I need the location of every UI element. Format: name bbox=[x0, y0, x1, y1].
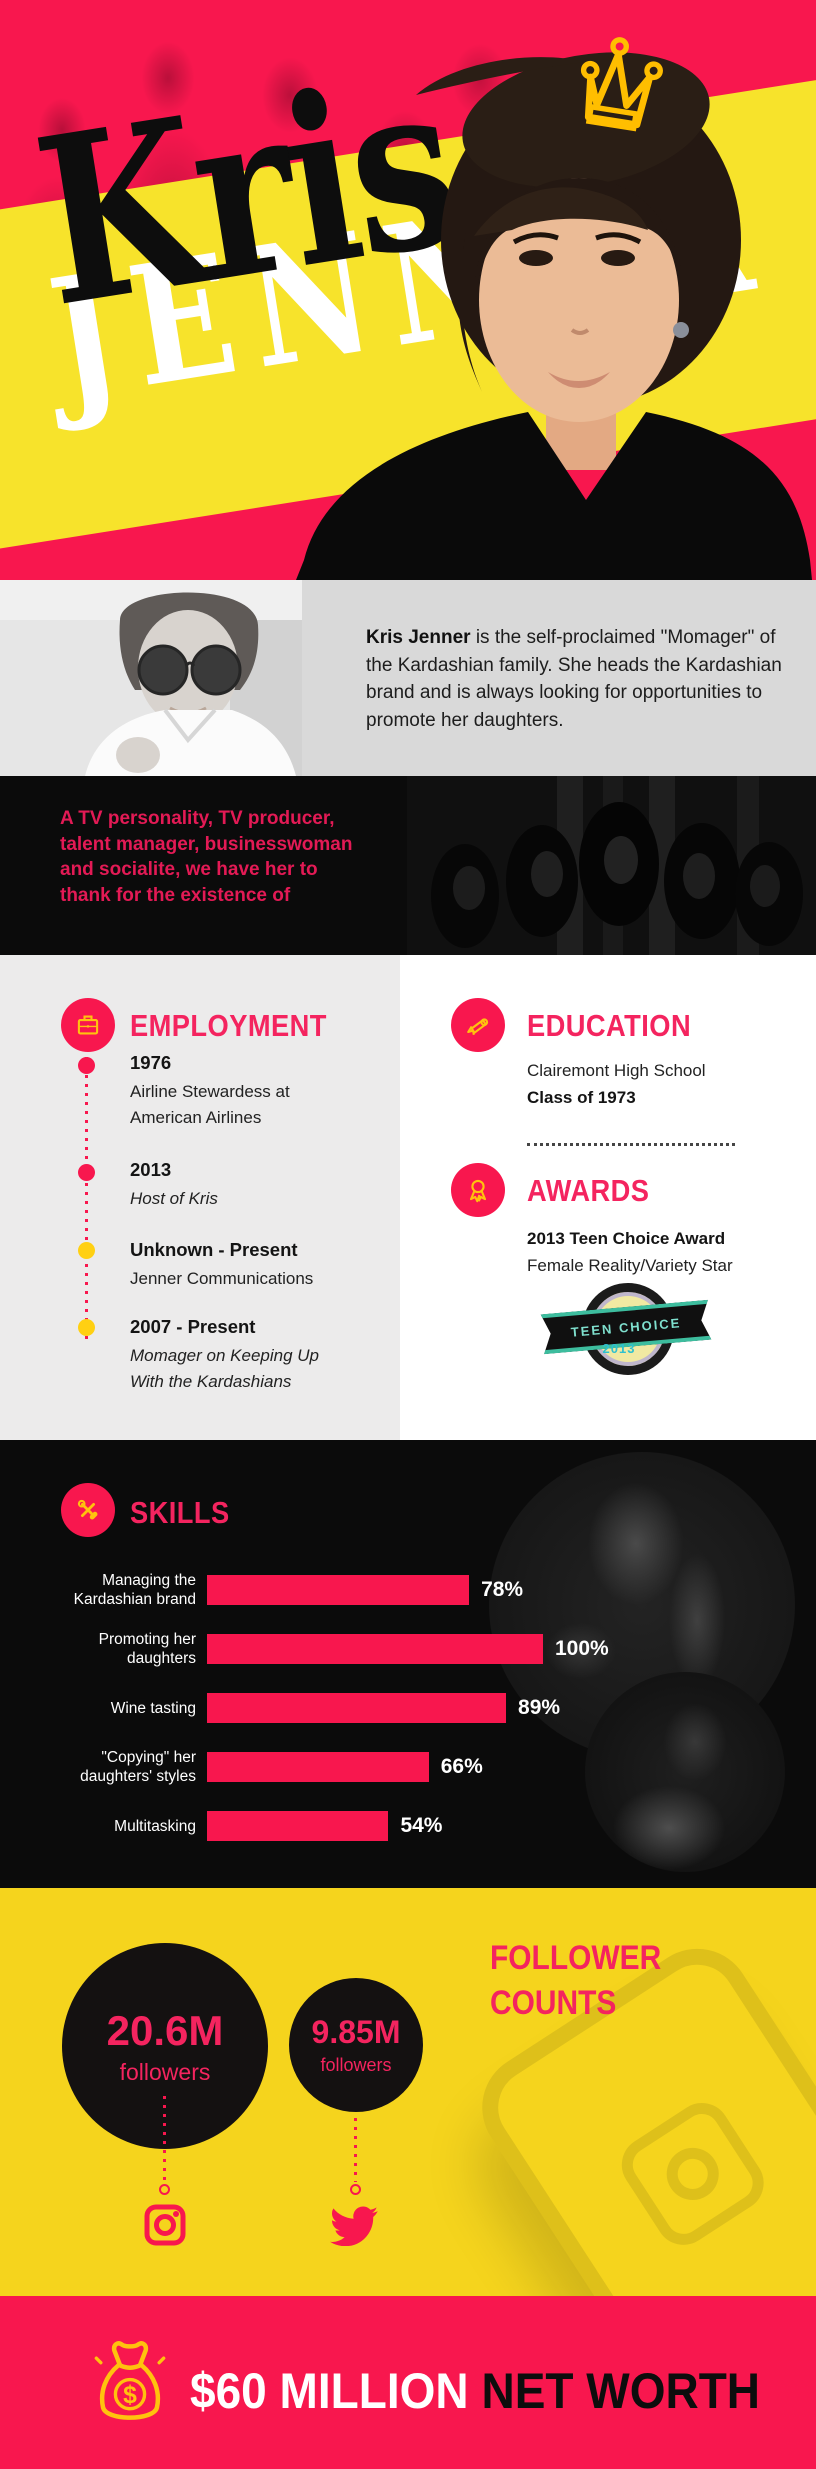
crossed-tools-icon bbox=[61, 1483, 115, 1537]
entry-period: 1976 bbox=[130, 1052, 172, 1073]
net-worth-amount: $60 MILLION bbox=[190, 2363, 469, 2419]
employment-entry: 2013 Host of Kris bbox=[130, 1159, 380, 1212]
hero-section: JENNER Kris bbox=[0, 0, 816, 580]
education-class: Class of 1973 bbox=[527, 1088, 636, 1107]
money-bag-icon: $ bbox=[94, 2338, 166, 2435]
awards-heading: AWARDS bbox=[527, 1173, 650, 1208]
followers-section: FOLLOWER COUNTS 20.6M followers 9.85M fo… bbox=[0, 1888, 816, 2296]
skill-bar-track: 100% bbox=[207, 1634, 609, 1664]
bio-name: Kris Jenner bbox=[366, 627, 471, 648]
kris-jenner-portrait bbox=[296, 0, 816, 580]
kris-sunglasses-photo bbox=[0, 580, 302, 776]
timeline-dot bbox=[78, 1164, 95, 1181]
skill-bar bbox=[207, 1811, 389, 1841]
skill-label: Wine tasting bbox=[110, 1699, 196, 1717]
badge-text: TEEN CHOICE bbox=[570, 1314, 682, 1340]
entry-role: Airline Stewardess at bbox=[130, 1082, 290, 1101]
skill-label: Managing the Kardashian brand bbox=[73, 1572, 196, 1608]
net-worth-text: $60 MILLION NET WORTH bbox=[190, 2362, 760, 2420]
skill-label: Multitasking bbox=[114, 1817, 196, 1835]
skills-heading: SKILLS bbox=[130, 1495, 230, 1530]
instagram-followers-circle: 20.6M followers bbox=[62, 1943, 268, 2149]
briefcase-icon bbox=[61, 998, 115, 1052]
net-worth-section: $ $60 MILLION NET WORTH bbox=[0, 2296, 816, 2469]
dotted-divider bbox=[527, 1143, 735, 1146]
badge-year: 2013 bbox=[602, 1341, 636, 1356]
skill-bar-track: 54% bbox=[207, 1811, 543, 1841]
skill-row: Promoting her daughters 100% bbox=[0, 1630, 609, 1668]
bio-body: is the self-proclaimed "Momager" of the … bbox=[366, 627, 782, 731]
dotted-connector bbox=[163, 2096, 166, 2182]
employment-entry: 1976 Airline Stewardess at American Airl… bbox=[130, 1052, 380, 1131]
skill-label: "Copying" her daughters' styles bbox=[80, 1749, 196, 1785]
diploma-icon bbox=[451, 998, 505, 1052]
entry-role: Jenner Communications bbox=[130, 1269, 314, 1288]
entry-role: American Airlines bbox=[130, 1108, 262, 1127]
entry-role: Momager on Keeping Up bbox=[130, 1346, 320, 1365]
skills-section: SKILLS Managing the Kardashian brand 78% … bbox=[0, 1440, 816, 1888]
follower-label: followers bbox=[119, 2058, 211, 2085]
net-worth-label: NET WORTH bbox=[481, 2363, 761, 2419]
skill-bar bbox=[207, 1693, 507, 1723]
quote-section: A TV personality, TV producer, talent ma… bbox=[0, 776, 816, 955]
skill-bar bbox=[207, 1575, 470, 1605]
instagram-icon bbox=[144, 2204, 186, 2251]
award-subtitle: Female Reality/Variety Star bbox=[527, 1256, 733, 1275]
timeline-line bbox=[85, 1057, 88, 1340]
skill-percent: 100% bbox=[555, 1637, 609, 1660]
kris-drinking-photo bbox=[585, 1672, 785, 1872]
education-school: Clairemont High School bbox=[527, 1061, 706, 1080]
skill-row: Wine tasting 89% bbox=[0, 1689, 560, 1727]
twitter-bird-icon bbox=[330, 2206, 378, 2251]
skill-row: "Copying" her daughters' styles 66% bbox=[0, 1748, 543, 1786]
entry-role: Host of Kris bbox=[130, 1189, 218, 1208]
entry-period: Unknown - Present bbox=[130, 1239, 298, 1260]
timeline-dot bbox=[78, 1242, 95, 1259]
skill-bar-track: 89% bbox=[207, 1693, 560, 1723]
dotted-connector bbox=[354, 2118, 357, 2182]
skill-percent: 66% bbox=[440, 1755, 483, 1778]
instagram-outline-icon bbox=[611, 2092, 775, 2256]
follower-count: 9.85M bbox=[311, 2014, 401, 2050]
skill-row: Managing the Kardashian brand 78% bbox=[0, 1571, 543, 1609]
teen-choice-badge: TEEN CHOICE 2013 bbox=[538, 1281, 718, 1386]
twitter-followers-circle: 9.85M followers bbox=[289, 1978, 423, 2112]
bio-paragraph: Kris Jenner is the self-proclaimed "Moma… bbox=[366, 624, 796, 734]
skill-bar-track: 78% bbox=[207, 1575, 543, 1605]
bio-section: Kris Jenner is the self-proclaimed "Moma… bbox=[0, 580, 816, 776]
crown-icon bbox=[558, 21, 678, 145]
follower-label: followers bbox=[320, 2055, 392, 2075]
svg-text:$: $ bbox=[123, 2382, 137, 2409]
follower-count: 20.6M bbox=[106, 2006, 224, 2054]
employment-entry: 2007 - Present Momager on Keeping Up Wit… bbox=[130, 1316, 380, 1395]
skill-row: Multitasking 54% bbox=[0, 1807, 543, 1845]
award-ribbon-icon bbox=[451, 1163, 505, 1217]
followers-heading: FOLLOWER COUNTS bbox=[490, 1939, 662, 2022]
timeline-dot bbox=[78, 1319, 95, 1336]
resume-section: EMPLOYMENT 1976 Airline Stewardess at Am… bbox=[0, 955, 816, 1440]
skill-bar bbox=[207, 1752, 429, 1782]
entry-period: 2013 bbox=[130, 1159, 172, 1180]
entry-period: 2007 - Present bbox=[130, 1316, 256, 1337]
entry-role: With the Kardashians bbox=[130, 1372, 292, 1391]
employment-entry: Unknown - Present Jenner Communications bbox=[130, 1239, 380, 1292]
skill-percent: 78% bbox=[481, 1578, 524, 1601]
skill-label: Promoting her daughters bbox=[98, 1631, 196, 1667]
award-title: 2013 Teen Choice Award bbox=[527, 1229, 726, 1248]
skill-bar-track: 66% bbox=[207, 1752, 543, 1782]
skill-percent: 54% bbox=[400, 1814, 443, 1837]
skill-bar bbox=[207, 1634, 543, 1664]
connector-end-ring bbox=[159, 2184, 170, 2195]
kardashian-sisters-photo bbox=[407, 776, 816, 955]
connector-end-ring bbox=[350, 2184, 361, 2195]
skill-percent: 89% bbox=[518, 1696, 561, 1719]
timeline-dot bbox=[78, 1057, 95, 1074]
employment-heading: EMPLOYMENT bbox=[130, 1008, 327, 1043]
quote-text: A TV personality, TV producer, talent ma… bbox=[60, 808, 353, 906]
education-heading: EDUCATION bbox=[527, 1008, 692, 1043]
